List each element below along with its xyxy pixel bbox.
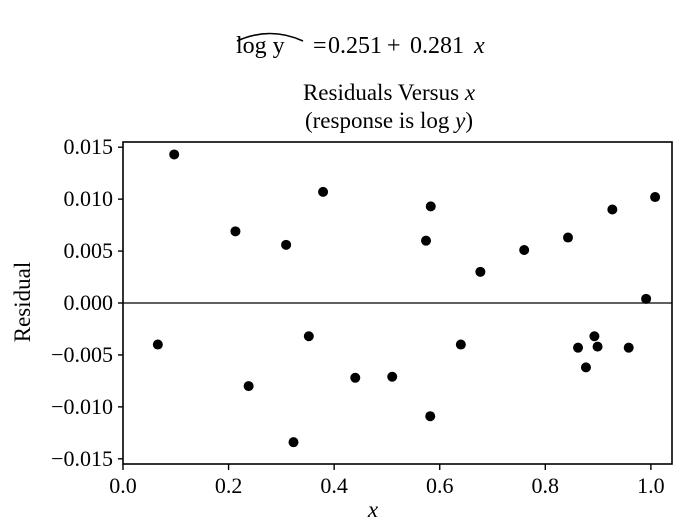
chart-title-line2-var: y bbox=[453, 108, 466, 133]
chart-title-line2-text: (response is log bbox=[305, 108, 450, 133]
chart-title-line2: (response is log y) bbox=[305, 108, 473, 133]
y-tick-label: −0.015 bbox=[51, 446, 113, 471]
data-point bbox=[641, 293, 652, 304]
equation-plus: + bbox=[387, 33, 401, 59]
data-point bbox=[318, 186, 329, 197]
y-ticks: 0.015 0.010 0.005 0.000 −0.005 −0.010 −0.015 bbox=[51, 134, 123, 471]
equation-hat bbox=[236, 32, 304, 42]
data-point bbox=[519, 245, 530, 256]
x-tick-label: 0.2 bbox=[215, 473, 243, 498]
chart-title-line1-text: Residuals Versus bbox=[303, 80, 459, 105]
chart-title-line1: Residuals Versus x bbox=[303, 80, 476, 105]
chart-title-line1-var: x bbox=[464, 80, 476, 105]
data-point bbox=[425, 411, 436, 422]
x-tick-label: 0.6 bbox=[426, 473, 454, 498]
data-point bbox=[169, 149, 180, 160]
y-tick-label: 0.000 bbox=[64, 290, 114, 315]
equation-equals: = bbox=[313, 33, 327, 59]
equation-variable: x bbox=[473, 33, 485, 59]
x-axis-label: x bbox=[367, 497, 379, 522]
regression-equation: log y = 0.251 + 0.281 x bbox=[236, 32, 485, 59]
data-point bbox=[573, 342, 584, 353]
x-tick-label: 0.4 bbox=[320, 473, 348, 498]
y-tick-label: −0.010 bbox=[51, 394, 113, 419]
axes bbox=[122, 141, 673, 465]
data-point bbox=[230, 226, 241, 237]
data-point bbox=[650, 192, 661, 203]
equation-lhs: log y bbox=[236, 33, 285, 59]
data-point bbox=[387, 371, 398, 382]
y-axis-label: Residual bbox=[10, 262, 35, 343]
svg-text:=: = bbox=[313, 33, 327, 59]
chart-title-line2-close: ) bbox=[465, 108, 473, 133]
y-tick-label: 0.010 bbox=[64, 186, 114, 211]
data-point bbox=[152, 339, 163, 350]
equation-intercept: 0.251 bbox=[328, 33, 382, 59]
x-ticks: 0.0 0.2 0.4 0.6 0.8 1.0 bbox=[109, 464, 665, 498]
data-point bbox=[580, 362, 591, 373]
y-tick-label: 0.005 bbox=[64, 238, 114, 263]
svg-text:x: x bbox=[473, 33, 485, 59]
data-point bbox=[563, 232, 574, 243]
data-point bbox=[303, 331, 314, 342]
data-point bbox=[421, 235, 432, 246]
y-tick-label: −0.005 bbox=[51, 342, 113, 367]
data-point bbox=[589, 331, 600, 342]
x-tick-label: 1.0 bbox=[637, 473, 665, 498]
data-point bbox=[607, 204, 618, 215]
data-point bbox=[281, 239, 292, 250]
data-point bbox=[623, 342, 634, 353]
data-point bbox=[243, 381, 254, 392]
data-points bbox=[152, 149, 661, 448]
x-tick-label: 0.8 bbox=[532, 473, 560, 498]
data-point bbox=[592, 341, 603, 352]
equation-slope: 0.281 bbox=[410, 33, 464, 59]
data-point bbox=[350, 372, 361, 383]
svg-text:0.251: 0.251 bbox=[328, 33, 382, 59]
svg-text:0.281: 0.281 bbox=[410, 33, 464, 59]
data-point bbox=[425, 201, 436, 212]
data-point bbox=[455, 339, 466, 350]
x-tick-label: 0.0 bbox=[109, 473, 137, 498]
data-point bbox=[288, 437, 299, 448]
y-tick-label: 0.015 bbox=[64, 134, 114, 159]
svg-text:+: + bbox=[387, 33, 401, 59]
data-point bbox=[475, 266, 486, 277]
svg-text:log y: log y bbox=[236, 33, 285, 59]
